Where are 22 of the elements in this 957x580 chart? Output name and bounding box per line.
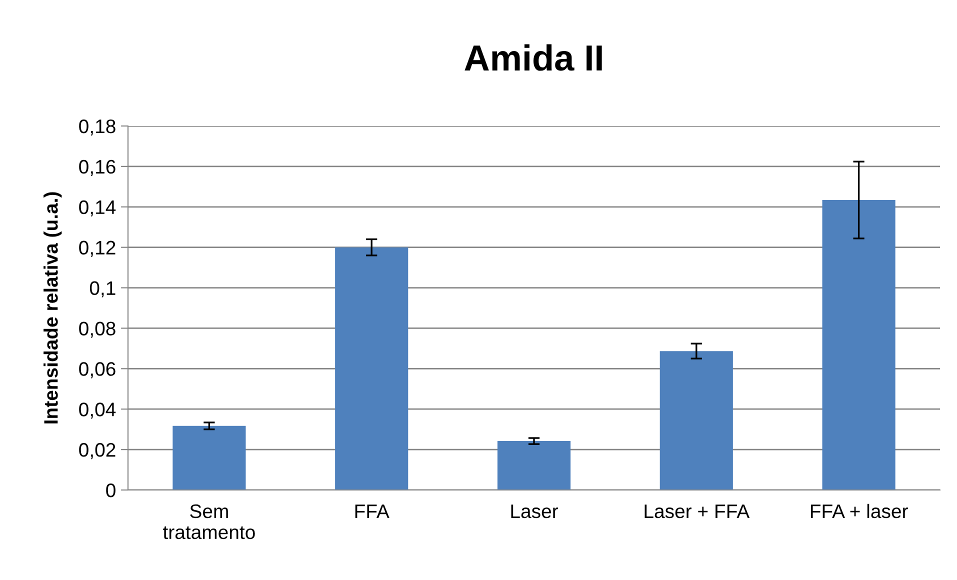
- y-tick-label: 0,06: [79, 362, 116, 378]
- x-tick-label: Laser + FFA: [644, 504, 750, 518]
- x-tick-label: Laser: [511, 504, 558, 518]
- x-tick-label: FFA + laser: [810, 504, 908, 518]
- y-tick-label: 0,1: [90, 281, 116, 298]
- x-tick-label: Sem tratamento: [163, 504, 255, 540]
- bar: [822, 200, 896, 490]
- x-tick-label: FFA: [355, 504, 390, 518]
- y-tick-label: 0,16: [79, 160, 116, 176]
- y-tick-label: 0,02: [79, 443, 116, 460]
- y-tick-label: 0,14: [79, 200, 116, 216]
- y-tick-label: 0,08: [79, 322, 116, 338]
- bar: [172, 426, 246, 490]
- y-tick-label: 0: [106, 483, 116, 498]
- chart-title: Amida II: [464, 44, 602, 71]
- bar: [497, 441, 571, 490]
- y-tick-label: 0,18: [79, 119, 116, 136]
- y-tick-label: 0,12: [79, 240, 116, 257]
- bar: [335, 247, 408, 490]
- y-axis-title: Intensidade relativa (u.a.): [44, 192, 62, 424]
- y-tick-label: 0,04: [79, 402, 116, 419]
- bar: [660, 351, 733, 490]
